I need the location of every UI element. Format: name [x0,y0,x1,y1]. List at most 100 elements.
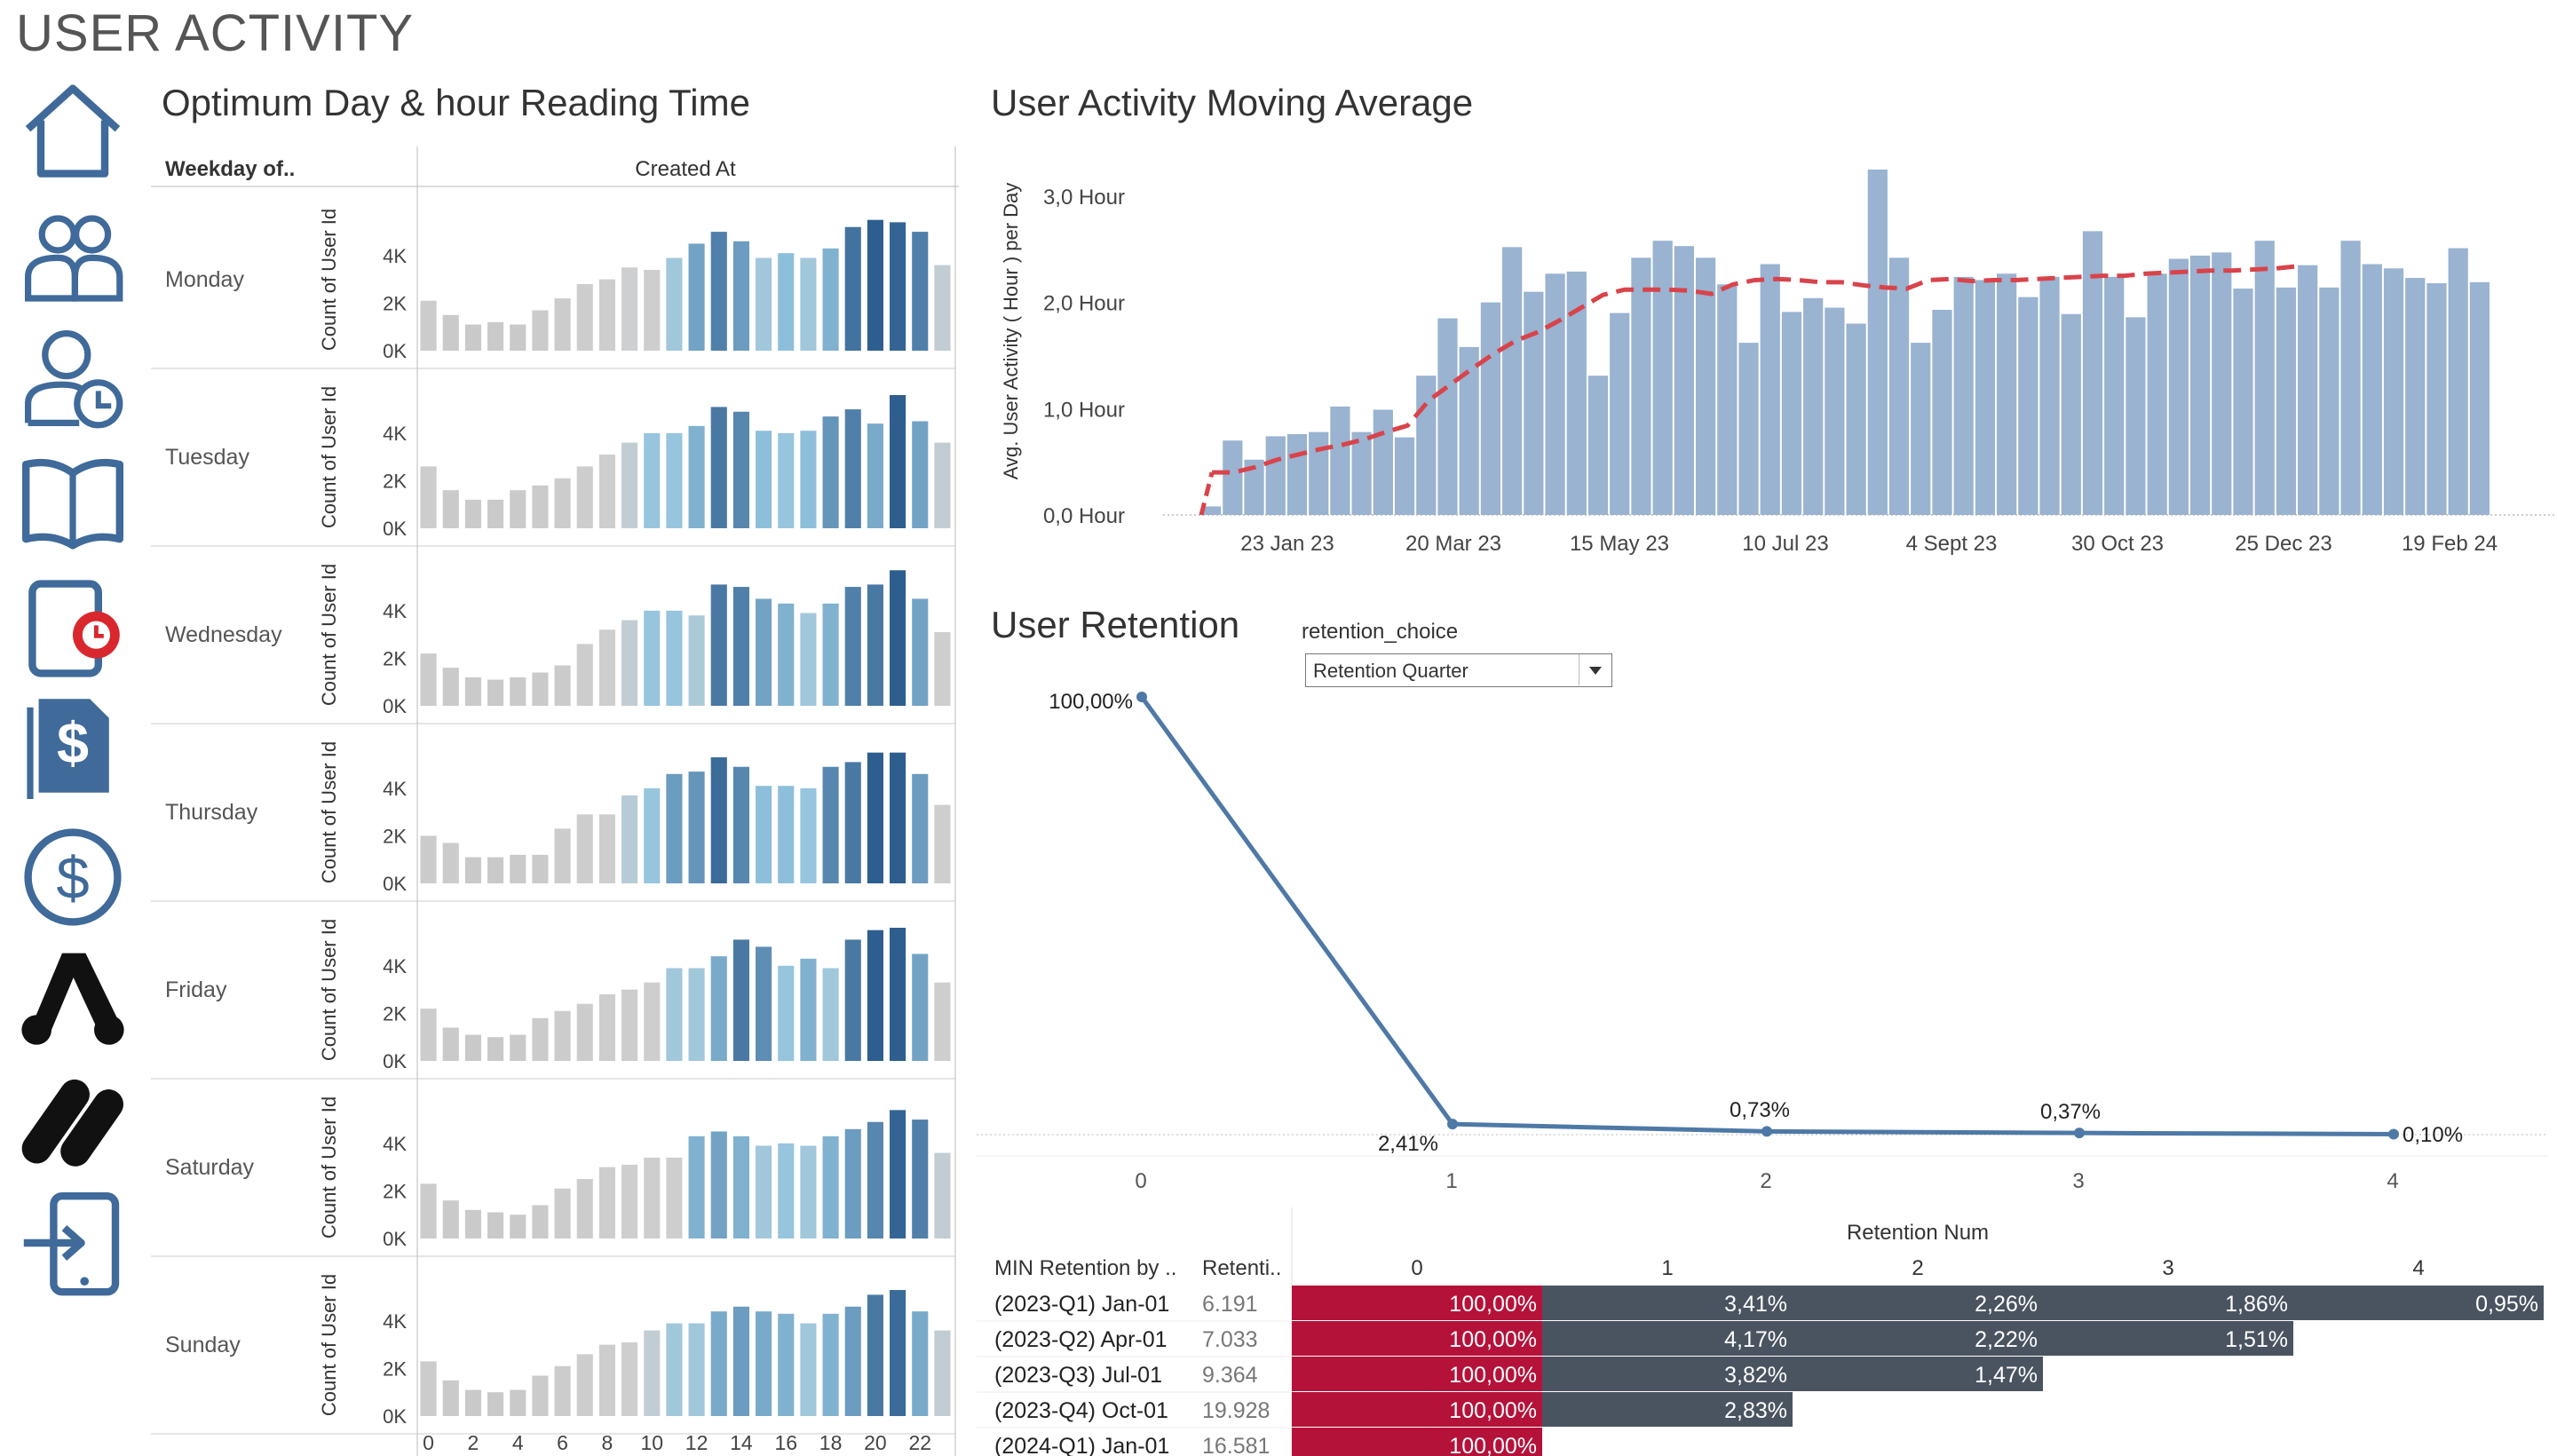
hour-bar [576,1354,593,1416]
y-axis-label: Count of User Id [318,386,340,528]
hour-bar [867,930,883,1061]
retention-data-label: 0,10% [2403,1123,2463,1147]
hour-bar [442,1380,459,1416]
hour-bar [756,1311,772,1416]
hour-bar [510,1034,526,1061]
x-tick-label: 19 Feb 24 [2402,532,2498,556]
y-tick-label: 0K [383,1228,407,1250]
hour-bar [420,1361,437,1416]
retention-point [1447,1119,1458,1130]
hour-bar [710,232,727,351]
activity-bar [1932,309,1952,515]
y-tick-label: 4K [383,1133,407,1155]
hour-bar [800,431,817,528]
activity-bar [1975,280,1996,515]
hour-bar [554,1365,571,1416]
cohort-count: 7.033 [1202,1327,1258,1352]
retention-cell-value: 3,82% [1724,1363,1787,1388]
hour-bar [710,584,727,706]
activity-bar [1480,302,1501,515]
hour-bar [598,994,615,1061]
hour-bar [822,248,839,351]
hour-bar [688,1136,705,1238]
hour-bar [532,854,549,883]
cohort-label: (2023-Q4) Oct-01 [994,1398,1168,1423]
retention-num-label: 4 [2412,1256,2424,1280]
users-icon[interactable] [20,202,126,309]
retention-point [1136,692,1147,702]
x-tick-label: 2 [468,1431,479,1454]
activity-bar [1265,436,1286,515]
home-icon[interactable] [20,80,126,186]
hour-bar [666,432,683,528]
x-tick-label: 18 [819,1431,843,1454]
y-tick-label: 2K [383,1002,407,1025]
logout-tablet-icon[interactable] [20,1190,126,1296]
hour-bar [732,1136,749,1238]
invoice-dollar-icon[interactable]: $ [20,692,126,799]
y-tick-label: 4K [383,423,407,445]
activity-bar [1545,273,1565,515]
dollar-circle-icon[interactable]: $ [20,824,126,930]
retention-choice-dropdown[interactable]: Retention Quarter [1305,653,1612,687]
hour-bar [710,1311,727,1416]
hour-bar [598,1167,615,1238]
activity-bar [1911,343,1931,515]
activity-bar [2082,231,2103,515]
book-icon[interactable] [20,447,126,554]
retention-cell [1793,1357,2043,1391]
hour-bar [487,857,504,883]
hour-bar [890,1290,906,1416]
reading-timer-icon[interactable] [20,575,126,682]
logo-a-icon[interactable] [20,945,126,1051]
logo-b-icon[interactable] [20,1067,126,1174]
hour-bar [464,499,481,528]
hour-bar [666,773,683,883]
hour-bar [934,1152,951,1238]
hour-bar [912,1311,929,1416]
x-tick-label: 4 Sept 23 [1906,532,1998,556]
hour-bar [666,257,683,351]
hour-bar [867,219,883,351]
hour-bar [420,1183,437,1238]
hour-bar [800,787,817,883]
hour-bar [822,416,839,528]
hour-bar [688,243,705,351]
hour-bar [487,1037,504,1061]
activity-bar [1631,257,1651,515]
hour-bar [867,1121,883,1238]
activity-bar [2039,276,2060,515]
svg-text:$: $ [57,710,89,775]
retention-line [1139,695,2395,1137]
y-axis-label: Count of User Id [318,919,340,1061]
user-clock-icon[interactable] [20,325,126,431]
hour-bar [844,226,861,351]
retention-cell-value: 100,00% [1449,1398,1537,1423]
cohort-label: (2023-Q3) Jul-01 [994,1363,1162,1388]
hour-bar [510,324,526,351]
activity-bar [2319,287,2339,515]
hour-bar [912,773,929,883]
hour-bar [621,442,638,528]
hour-bar [644,269,661,351]
hour-bar [688,1323,705,1416]
cohort-label: (2023-Q1) Jan-01 [994,1292,1169,1317]
activity-bar [1695,257,1716,515]
hour-bar [554,665,571,706]
activity-bar [2061,313,2081,515]
activity-bar [1286,434,1308,515]
y-tick-label: 0K [383,873,407,895]
retention-cell-value: 100,00% [1449,1434,1537,1456]
hour-bar [732,241,749,351]
y-axis-label: Count of User Id [318,564,340,706]
y-tick-label: 4K [383,955,407,977]
hour-bar [822,1313,839,1416]
moving-average-title: User Activity Moving Average [991,82,1474,123]
hour-bar [510,1389,526,1416]
hour-bar [890,928,906,1061]
chevron-down-icon[interactable] [1579,654,1611,685]
hour-bar [598,1344,615,1416]
activity-bar [2212,252,2232,515]
hour-bar [844,1128,861,1238]
hour-bar [710,757,727,883]
